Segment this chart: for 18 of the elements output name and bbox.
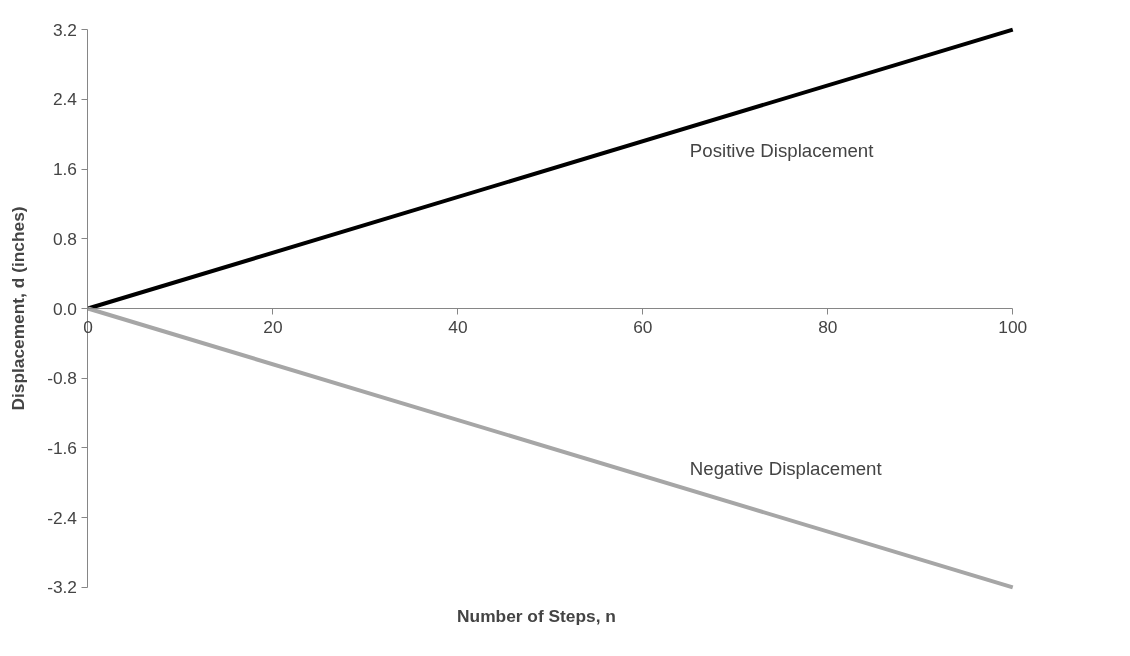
y-tick-label: -3.2 (47, 577, 77, 598)
y-tick-label: 0.0 (52, 298, 77, 319)
y-axis-title: Displacement, d (inches) (7, 206, 28, 411)
y-tick-label: 1.6 (52, 159, 77, 180)
x-axis-title: Number of Steps, n (457, 605, 616, 626)
y-tick-label: 3.2 (52, 19, 77, 40)
x-tick-label: 60 (633, 316, 653, 337)
series-label: Negative Displacement (689, 458, 883, 480)
y-tick-label: -2.4 (47, 507, 78, 528)
y-tick-label: 2.4 (52, 89, 78, 110)
x-tick-label: 40 (448, 316, 468, 337)
x-tick-label: 20 (263, 316, 283, 337)
y-tick-label: -0.8 (47, 368, 77, 389)
series-label: Positive Displacement (689, 139, 875, 161)
x-tick-label: 80 (818, 316, 838, 337)
x-tick-label: 100 (998, 316, 1028, 337)
y-tick-label: 0.8 (52, 228, 77, 249)
y-tick-label: -1.6 (47, 437, 77, 458)
